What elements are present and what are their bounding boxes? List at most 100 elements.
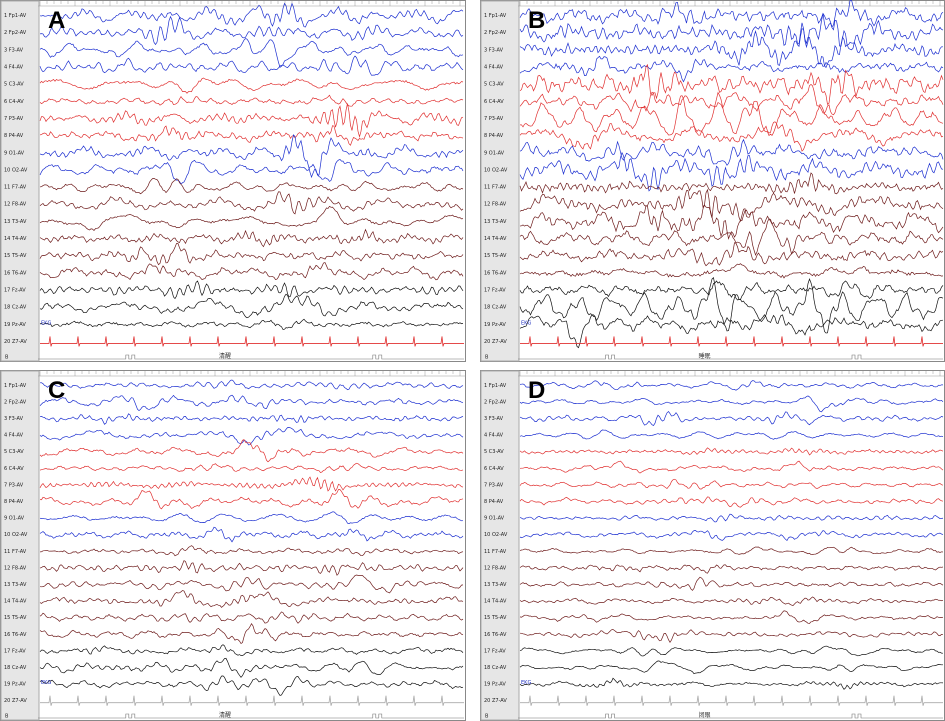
channel-label: 8 P4-AV <box>4 133 24 139</box>
ekg-label: EKG <box>41 320 51 326</box>
channel-label: 5 C3-AV <box>484 449 504 455</box>
channel-label: 9 O1-AV <box>4 516 25 522</box>
channel-label: 17 Fz-AV <box>4 648 26 654</box>
channel-label: 5 C3-AV <box>484 82 504 88</box>
ekg-label: EKG <box>521 680 531 686</box>
channel-label: 11 F7-AV <box>4 549 27 555</box>
eeg-trace <box>519 610 944 624</box>
channel-label: 3 F3-AV <box>4 416 24 422</box>
channel-label: 4 F4-AV <box>4 433 24 439</box>
panel-letter: A <box>48 7 65 34</box>
eeg-trace <box>519 429 944 440</box>
eeg-trace <box>519 63 944 106</box>
channel-label: 9 O1-AV <box>484 150 505 156</box>
channel-label: 9 O1-AV <box>4 150 25 156</box>
eeg-trace <box>519 395 944 413</box>
channel-label: 13 T3-AV <box>4 219 27 225</box>
ekg-trace <box>40 695 464 706</box>
marker-label: B <box>485 355 489 361</box>
time-ruler <box>39 371 461 376</box>
panel-letter: D <box>528 377 545 404</box>
channel-label: 3 F3-AV <box>484 47 504 53</box>
eeg-trace <box>519 121 944 152</box>
eeg-trace <box>39 280 464 300</box>
event-annotation: 清醒 <box>219 352 231 360</box>
channel-label: 20 Z7-AV <box>4 698 27 704</box>
channel-label: 8 P4-AV <box>4 499 24 505</box>
eeg-trace <box>39 644 464 656</box>
channel-label: 15 T5-AV <box>484 253 507 259</box>
eeg-trace <box>519 660 943 675</box>
channel-label: 1 Fp1-AV <box>4 13 27 19</box>
channel-label: 2 Fp2-AV <box>484 399 507 405</box>
eeg-trace <box>39 675 464 696</box>
channel-label: 6 C4-AV <box>4 99 24 105</box>
eeg-trace <box>519 0 944 28</box>
eeg-trace <box>519 645 944 657</box>
channel-label: 8 P4-AV <box>484 133 504 139</box>
channel-label: 10 O2-AV <box>4 167 28 173</box>
channel-label: 19 Pz-AV <box>4 682 26 688</box>
eeg-trace <box>519 564 944 574</box>
eeg-trace <box>39 228 464 248</box>
channel-label: 11 F7-AV <box>4 185 27 191</box>
channel-label: 14 T4-AV <box>4 599 27 605</box>
channel-label: 17 Fz-AV <box>484 648 506 654</box>
channel-label: 12 F8-AV <box>484 202 507 208</box>
eeg-trace <box>519 546 944 555</box>
eeg-trace <box>39 178 464 195</box>
eeg-trace <box>39 545 464 557</box>
channel-label: 19 Pz-AV <box>484 682 506 688</box>
eeg-trace <box>519 380 944 391</box>
panel-frame <box>0 0 466 362</box>
channel-label: 7 P3-AV <box>4 116 24 122</box>
channel-label: 12 F8-AV <box>4 202 27 208</box>
panel-frame <box>480 0 945 362</box>
channel-label: 6 C4-AV <box>484 466 504 472</box>
event-annotation: 清醒 <box>219 711 231 719</box>
eeg-trace <box>39 511 464 524</box>
eeg-panel: 1 Fp1-AV 2 Fp2-AV 3 F3-AV 4 F4-AV 5 C3-AV 6 C… <box>480 0 945 362</box>
event-channel <box>38 713 464 719</box>
label-column <box>480 0 520 362</box>
label-column <box>0 370 40 721</box>
panel-frame <box>0 370 466 721</box>
channel-label: 1 Fp1-AV <box>484 13 507 19</box>
channel-label: 18 Cz-AV <box>484 665 507 671</box>
ekg-label: EKG <box>41 680 51 686</box>
channel-label: 11 F7-AV <box>484 185 507 191</box>
channel-label: 12 F8-AV <box>4 565 27 571</box>
channel-label: 17 Fz-AV <box>484 287 506 293</box>
panel-frame <box>480 370 945 721</box>
eeg-trace <box>39 657 464 678</box>
eeg-trace <box>39 590 464 608</box>
eeg-trace <box>519 277 944 334</box>
eeg-trace <box>519 513 944 523</box>
eeg-trace <box>519 138 944 166</box>
panel-letter: B <box>528 7 545 34</box>
channel-label: 20 Z7-AV <box>484 339 507 345</box>
eeg-trace <box>39 205 464 232</box>
channel-label: 7 P3-AV <box>484 482 504 488</box>
channel-label: 6 C4-AV <box>484 99 504 105</box>
event-channel <box>518 354 943 360</box>
channel-label: 13 T3-AV <box>484 582 507 588</box>
channel-label: 3 F3-AV <box>484 416 504 422</box>
channel-label: 16 T6-AV <box>484 632 507 638</box>
eeg-trace <box>519 84 944 116</box>
channel-label: 14 T4-AV <box>4 236 27 242</box>
eeg-panel: 1 Fp1-AV 2 Fp2-AV 3 F3-AV 4 F4-AV 5 C3-AV 6 C… <box>480 370 945 721</box>
channel-label: 18 Cz-AV <box>4 665 27 671</box>
channel-label: 10 O2-AV <box>4 532 28 538</box>
channel-label: 16 T6-AV <box>4 632 27 638</box>
channel-label: 2 Fp2-AV <box>4 30 27 36</box>
event-channel <box>518 713 943 719</box>
eeg-trace <box>519 460 944 474</box>
channel-label: 4 F4-AV <box>4 65 24 71</box>
eeg-trace <box>519 576 944 591</box>
eeg-trace <box>39 38 464 68</box>
channel-label: 4 F4-AV <box>484 65 504 71</box>
channel-label: 4 F4-AV <box>484 433 504 439</box>
eeg-trace <box>519 13 944 51</box>
eeg-trace <box>519 478 944 490</box>
